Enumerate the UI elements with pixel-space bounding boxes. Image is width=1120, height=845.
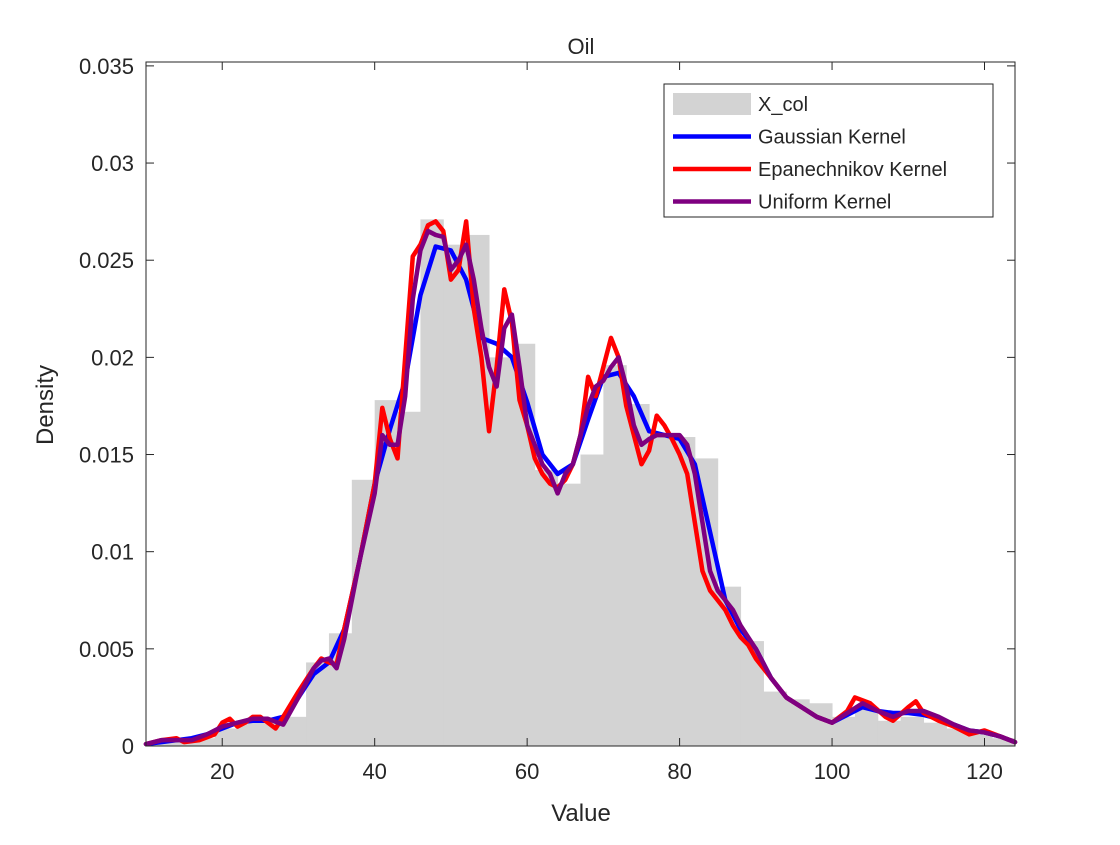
histogram-bar: [283, 716, 307, 746]
histogram-bar: [877, 720, 902, 746]
x-tick-label: 120: [966, 759, 1003, 784]
legend-label: X_col: [758, 94, 808, 116]
histogram-bar: [443, 244, 467, 746]
histogram-bar: [420, 219, 444, 747]
histogram-bar: [603, 365, 627, 746]
histogram-bar: [740, 641, 764, 746]
histogram-bar: [671, 437, 696, 746]
y-tick-label: 0.03: [91, 151, 134, 176]
legend: X_col Gaussian Kernel Epanechnikov Kernel U…: [663, 83, 994, 218]
histogram-bar: [328, 633, 353, 746]
x-tick-label: 80: [667, 759, 691, 784]
histogram-bar: [694, 458, 719, 746]
x-tick-label: 20: [210, 759, 234, 784]
histogram-bar: [374, 400, 399, 746]
histogram-bar: [854, 707, 879, 746]
histogram-bar: [214, 728, 238, 746]
histogram-bar: [900, 716, 925, 746]
y-tick-label: 0.035: [79, 54, 134, 79]
histogram-bar: [992, 738, 1016, 746]
histogram-bar: [191, 738, 216, 746]
histogram-bar: [489, 357, 513, 746]
y-tick-label: 0.015: [79, 443, 134, 468]
legend-label: Epanechnikov Kernel: [758, 159, 947, 181]
histogram-bar: [649, 435, 673, 746]
histogram-bar: [168, 740, 193, 746]
y-tick-label: 0.01: [91, 540, 134, 565]
plot-area: 20 40 60 80 100 120 0 0.005 0.01 0.015 0.02 0.025 0.…: [79, 54, 1018, 784]
histogram-bar: [237, 722, 261, 746]
histogram-bar: [397, 411, 421, 746]
histogram-bar: [923, 722, 947, 746]
density-line-uniform-kernel: [143, 228, 1018, 747]
histogram-bar: [306, 662, 330, 746]
y-tick-label: 0.025: [79, 248, 134, 273]
y-tick-label: 0.005: [79, 637, 134, 662]
legend-swatch-histogram: [673, 93, 751, 115]
histogram-bar: [580, 454, 604, 746]
histogram-bar: [763, 691, 787, 746]
histogram-bar: [626, 404, 650, 746]
legend-label: Gaussian Kernel: [758, 127, 906, 149]
x-axis-label: Value: [551, 800, 611, 827]
histogram-bar: [969, 732, 993, 746]
axes-box: [145, 61, 1016, 747]
histogram-bar: [557, 483, 581, 746]
histogram-bar: [351, 479, 376, 746]
x-tick-label: 100: [814, 759, 851, 784]
chart-title: Oil: [568, 34, 595, 59]
y-tick-label: 0: [122, 734, 134, 759]
y-tick-label: 0.02: [91, 345, 134, 370]
histogram-bar: [832, 716, 856, 746]
x-tick-label: 60: [515, 759, 539, 784]
y-axis-label: Density: [32, 365, 59, 445]
legend-label: Uniform Kernel: [758, 192, 891, 214]
x-tick-label: 40: [362, 759, 386, 784]
histogram-bar: [534, 470, 559, 746]
histogram-bar: [809, 703, 833, 746]
